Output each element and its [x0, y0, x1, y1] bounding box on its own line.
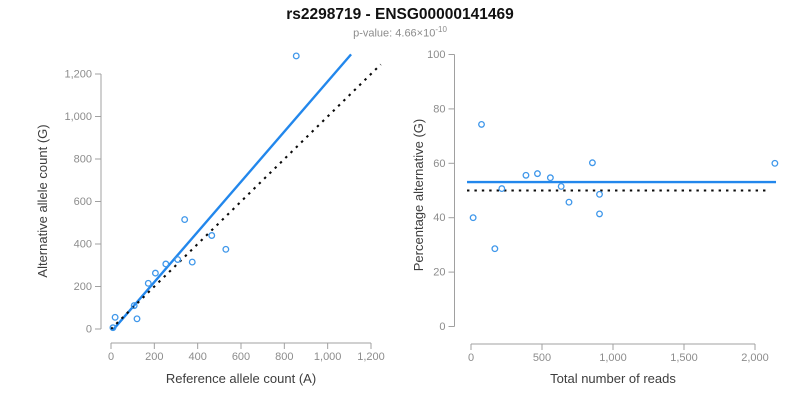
y-tick-label: 1,000: [64, 111, 92, 123]
y-tick-label: 800: [74, 154, 92, 166]
data-point: [588, 159, 596, 167]
y-tick-label: 40: [433, 212, 445, 224]
x-tick-label: 1,000: [599, 352, 627, 364]
data-point: [144, 279, 152, 287]
y-tick-label: 20: [433, 267, 445, 279]
identity-line: [110, 63, 382, 330]
x-tick-label: 1,500: [670, 352, 698, 364]
y-tick-label: 1,200: [64, 69, 92, 81]
data-point: [109, 324, 117, 332]
data-point: [188, 258, 196, 266]
chart-subtitle: p-value: 4.66×10-10: [0, 25, 800, 40]
data-point: [565, 198, 573, 206]
y-tick-label: 80: [433, 103, 445, 115]
data-point: [222, 245, 230, 253]
data-point: [522, 171, 530, 179]
left-scatter-plot: 0 200 400 600 800 1,000 1,200 0 200 400 600 800 1,00…: [35, 52, 385, 386]
x-tick-label: 800: [275, 351, 293, 363]
data-point: [469, 214, 477, 222]
pvalue-exponent: -10: [435, 25, 447, 34]
y-tick-label: 60: [433, 158, 445, 170]
data-point: [130, 302, 138, 310]
data-point: [478, 120, 485, 128]
data-point: [174, 256, 182, 263]
y-axis-title: Alternative allele count (G): [35, 124, 50, 277]
data-point: [546, 174, 554, 182]
data-point: [292, 52, 300, 60]
x-tick-label: 200: [145, 351, 163, 363]
x-tick-label: 500: [533, 352, 551, 364]
fit-line: [111, 53, 352, 331]
pvalue-text: p-value: 4.66×10: [353, 27, 436, 40]
y-tick-label: 600: [74, 196, 92, 208]
data-point: [771, 159, 779, 167]
x-tick-label: 1,000: [314, 351, 342, 363]
x-tick-label: 0: [108, 351, 114, 363]
data-point: [181, 216, 189, 224]
y-axis-title: Percentage alternative (G): [411, 119, 426, 271]
x-tick-label: 600: [232, 351, 250, 363]
x-tick-label: 2,000: [741, 352, 769, 364]
right-scatter-plot: 0 20 40 60 80 100 0 500 1,000 1,500 2,000 Total num…: [411, 49, 779, 386]
data-point: [162, 260, 170, 268]
y-tick-label: 0: [439, 321, 445, 333]
x-axis-title: Reference allele count (A): [166, 371, 316, 386]
y-tick-label: 0: [86, 324, 92, 336]
chart-title: rs2298719 - ENSG00000141469: [286, 6, 514, 23]
data-point: [596, 190, 603, 198]
data-point: [133, 315, 141, 323]
data-point: [151, 269, 159, 277]
data-point: [557, 182, 565, 190]
data-point: [534, 170, 541, 178]
data-point: [491, 245, 499, 253]
y-tick-label: 400: [74, 239, 92, 251]
x-tick-label: 400: [188, 351, 206, 363]
y-tick-label: 100: [427, 49, 445, 61]
data-point: [111, 313, 119, 321]
data-point: [596, 210, 603, 218]
x-tick-label: 1,200: [357, 351, 385, 363]
data-point: [208, 232, 216, 239]
data-point: [498, 185, 506, 193]
y-tick-label: 200: [74, 281, 92, 293]
x-tick-label: 0: [468, 352, 474, 364]
x-axis-title: Total number of reads: [550, 371, 676, 386]
